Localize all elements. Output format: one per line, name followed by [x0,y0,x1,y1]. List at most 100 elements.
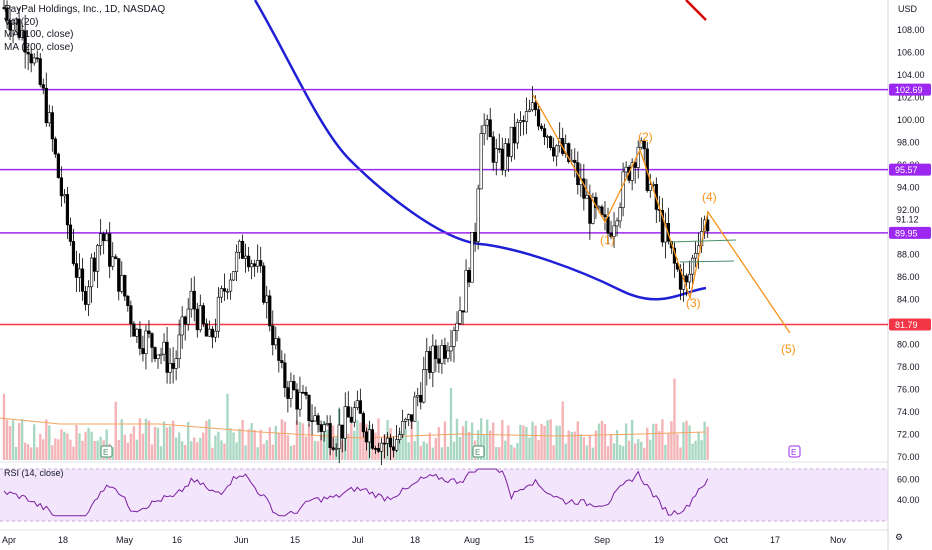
volume-bar [531,421,534,460]
candle-body [250,263,254,268]
candle-body [388,437,393,448]
volume-bar [470,422,474,460]
candle-body [630,162,634,181]
candle-body [485,119,489,126]
y-tick-label: 76.00 [897,385,920,395]
volume-bar [446,446,450,460]
candle-body [256,260,260,267]
candle-body [461,310,465,313]
volume-bar [449,387,453,460]
volume-bar [640,441,643,460]
volume-bar [416,420,419,460]
volume-bar [694,440,697,460]
volume-bar [606,445,610,460]
candle-body [706,219,710,232]
settings-icon[interactable]: ⚙ [895,532,903,542]
x-tick-label: Jun [234,535,249,545]
volume-bar [667,433,670,460]
x-tick-label: 18 [58,535,68,545]
indicator-vol: Vol (20) [4,16,39,28]
candle-body [615,220,619,227]
candle-body [2,7,6,9]
volume-bar [486,419,489,460]
candle-body [174,358,178,369]
volume-bar [428,432,432,460]
candle-body [150,333,154,348]
volume-bar [479,418,483,460]
wave-label: (1) [600,233,615,247]
volume-bar [706,426,709,460]
price-level-tag-text: 81.79 [895,320,918,330]
candle-body [168,363,172,373]
candle-body [234,251,239,272]
volume-bar [29,447,33,460]
candle-body [552,147,556,157]
candle-body [265,295,269,303]
volume-bar [458,436,462,460]
candle-body [86,286,91,305]
candle-body [129,305,133,325]
volume-bar [410,419,413,460]
volume-bar [120,419,123,460]
volume-bar [630,419,634,460]
candle-body [346,406,350,418]
price-level-tag [889,226,931,239]
volume-bar [561,401,564,460]
candle-body [207,328,211,337]
volume-bar [431,447,435,460]
candle-body [633,162,637,168]
candle-body [349,416,353,423]
candle-body [491,136,495,163]
volume-bar [214,435,217,460]
candle-body [322,424,326,432]
candle-body [180,316,184,336]
elliott-wave-path [532,94,791,334]
volume-bar [362,421,365,460]
candle-body [416,394,420,398]
volume-bar [395,447,398,460]
candle-body [237,240,242,253]
candle-body [77,268,82,278]
candle-body [5,7,9,21]
volume-bar [476,430,480,460]
candle-body [358,400,362,414]
volume-bar [286,435,290,460]
volume-bar [516,442,519,460]
candle-body [53,138,57,155]
volume-bar [153,426,157,460]
candle-body [443,345,447,359]
volume-bar [658,431,661,460]
candle-body [26,51,30,55]
volume-bar [81,440,84,460]
wave-label: (3) [686,296,701,310]
volume-bar [624,423,628,460]
volume-bar [576,421,579,460]
candle-body [476,188,480,242]
volume-bar [673,378,676,460]
candle-body [44,87,48,124]
candle-body [524,111,529,122]
candle-body [428,351,432,373]
volume-bar [579,434,583,460]
volume-bar [144,418,148,460]
candle-body [65,194,70,226]
volume-bar [419,445,422,460]
candle-body [56,153,60,179]
volume-bar [226,393,229,460]
candle-body [470,232,474,283]
volume-bar [507,425,510,460]
volume-bar [105,429,108,460]
volume-bar [123,434,126,460]
volume-bar [573,431,576,460]
volume-bar [72,446,75,460]
volume-bar [567,430,570,460]
y-tick-label: 78.00 [897,362,920,372]
volume-bar [359,422,362,460]
price-level-tag-text: 89.95 [895,228,918,238]
candle-body [14,18,18,24]
candle-body [50,112,54,140]
candle-body [337,424,341,449]
volume-bar [519,424,522,460]
candle-body [536,109,541,127]
